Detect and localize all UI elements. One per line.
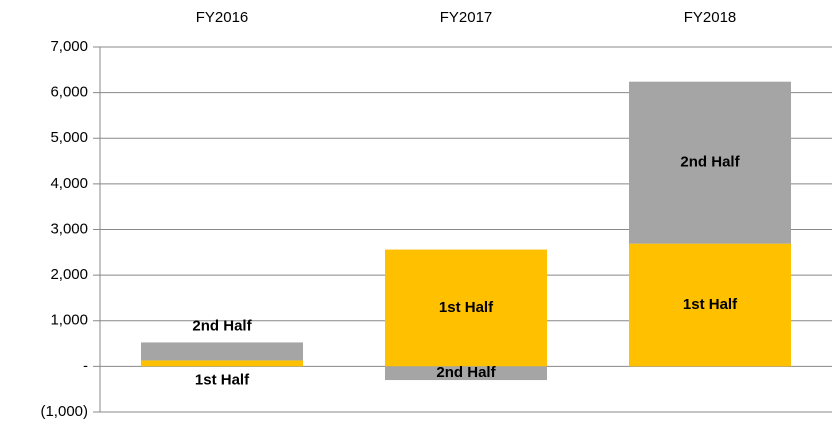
x-tick-label: FY2018 bbox=[684, 9, 737, 26]
y-tick-label: 6,000 bbox=[50, 84, 88, 101]
y-tick-label: 1,000 bbox=[50, 312, 88, 329]
bar-segment bbox=[385, 366, 547, 381]
data-label: 2nd Half bbox=[436, 364, 496, 381]
data-label: 1st Half bbox=[439, 299, 494, 316]
bar-segment bbox=[385, 249, 547, 367]
bar-segment bbox=[141, 342, 303, 361]
x-tick-label: FY2017 bbox=[440, 9, 493, 26]
bar-segment bbox=[141, 360, 303, 367]
y-tick-label: - bbox=[83, 357, 88, 374]
x-tick-label: FY2016 bbox=[196, 9, 249, 26]
y-tick-label: (1,000) bbox=[40, 403, 88, 420]
data-label: 2nd Half bbox=[192, 317, 252, 334]
y-tick-label: 3,000 bbox=[50, 220, 88, 237]
bar-segment bbox=[629, 243, 791, 367]
y-tick-label: 7,000 bbox=[50, 38, 88, 55]
y-tick-label: 2,000 bbox=[50, 266, 88, 283]
bar-segment bbox=[629, 81, 791, 244]
y-tick-label: 4,000 bbox=[50, 175, 88, 192]
data-label: 1st Half bbox=[683, 296, 738, 313]
data-label: 1st Half bbox=[195, 371, 250, 388]
data-label: 2nd Half bbox=[680, 154, 740, 171]
y-tick-label: 5,000 bbox=[50, 129, 88, 146]
